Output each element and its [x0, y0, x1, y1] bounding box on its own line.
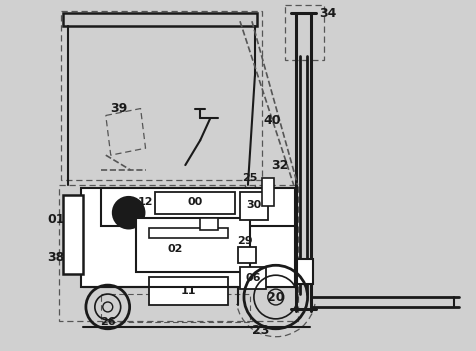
Text: 23: 23	[252, 324, 269, 337]
Text: 29: 29	[237, 237, 253, 246]
Bar	[149, 277, 228, 305]
Bar	[59, 185, 298, 321]
Text: 26: 26	[100, 317, 116, 327]
Bar	[238, 247, 256, 263]
Text: 06: 06	[245, 273, 261, 283]
Bar	[149, 227, 228, 238]
Text: 01: 01	[47, 213, 65, 226]
Text: 39: 39	[110, 102, 127, 115]
Text: 00: 00	[188, 197, 203, 207]
Text: 11: 11	[180, 286, 196, 296]
Bar	[63, 195, 83, 274]
Text: 32: 32	[271, 159, 288, 172]
Bar	[136, 218, 250, 272]
Text: 38: 38	[48, 251, 65, 264]
Bar	[156, 192, 235, 214]
Bar	[81, 188, 295, 287]
Bar	[101, 188, 295, 226]
Bar	[63, 13, 257, 26]
Text: 40: 40	[263, 114, 280, 127]
Text: 02: 02	[168, 244, 183, 254]
Bar	[61, 11, 262, 180]
Text: 34: 34	[319, 7, 336, 20]
Bar	[240, 267, 266, 289]
Text: 25: 25	[242, 173, 258, 183]
Text: 20: 20	[267, 291, 285, 304]
Text: 12: 12	[138, 197, 153, 207]
Text: 30: 30	[246, 200, 261, 210]
Bar	[297, 259, 313, 284]
Bar	[200, 218, 218, 230]
Bar	[285, 5, 325, 60]
Bar	[101, 294, 250, 322]
Circle shape	[113, 197, 145, 229]
Bar	[240, 192, 268, 220]
Bar	[262, 178, 274, 206]
